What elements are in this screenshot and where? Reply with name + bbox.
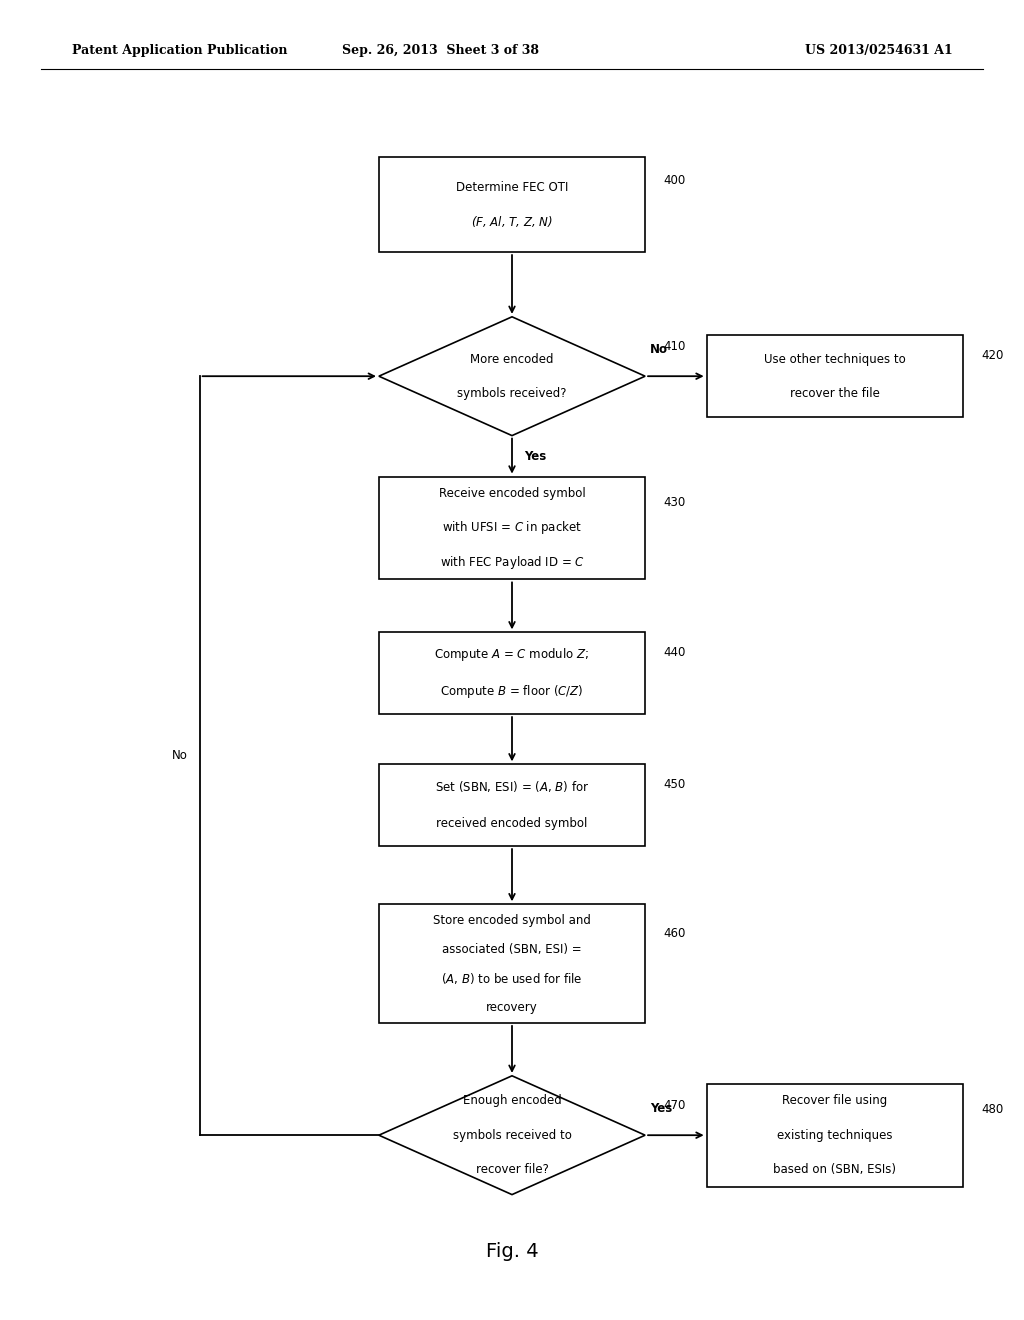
Text: ($F$, $Al$, $T$, $Z$, $N$): ($F$, $Al$, $T$, $Z$, $N$) [471,214,553,230]
Text: Yes: Yes [650,1102,673,1115]
Text: Determine FEC OTI: Determine FEC OTI [456,181,568,194]
Text: 480: 480 [981,1104,1004,1115]
Text: 470: 470 [664,1100,686,1111]
Text: 420: 420 [981,350,1004,362]
Text: recover the file: recover the file [790,387,880,400]
FancyBboxPatch shape [707,1084,963,1187]
Polygon shape [379,317,645,436]
Text: No: No [650,343,669,356]
Text: associated (SBN, ESI) =: associated (SBN, ESI) = [442,942,582,956]
Text: Store encoded symbol and: Store encoded symbol and [433,913,591,927]
FancyBboxPatch shape [379,904,645,1023]
Text: ($A$, $B$) to be used for file: ($A$, $B$) to be used for file [441,970,583,986]
Text: recover file?: recover file? [475,1163,549,1176]
Text: existing techniques: existing techniques [777,1129,892,1142]
Text: Fig. 4: Fig. 4 [485,1242,539,1261]
Polygon shape [379,1076,645,1195]
Text: recovery: recovery [486,1001,538,1014]
Text: symbols received to: symbols received to [453,1129,571,1142]
Text: Enough encoded: Enough encoded [463,1094,561,1107]
Text: symbols received?: symbols received? [458,387,566,400]
FancyBboxPatch shape [379,764,645,846]
Text: 440: 440 [664,647,686,659]
Text: Compute $B$ = floor ($C$/$Z$): Compute $B$ = floor ($C$/$Z$) [440,684,584,700]
Text: 400: 400 [664,174,686,187]
Text: Set (SBN, ESI) = ($A$, $B$) for: Set (SBN, ESI) = ($A$, $B$) for [435,779,589,795]
Text: No: No [171,750,187,762]
FancyBboxPatch shape [379,477,645,579]
Text: US 2013/0254631 A1: US 2013/0254631 A1 [805,44,952,57]
FancyBboxPatch shape [379,632,645,714]
Text: Use other techniques to: Use other techniques to [764,352,905,366]
Text: based on (SBN, ESIs): based on (SBN, ESIs) [773,1163,896,1176]
Text: Compute $A$ = $C$ modulo $Z$;: Compute $A$ = $C$ modulo $Z$; [434,647,590,663]
Text: Patent Application Publication: Patent Application Publication [72,44,287,57]
Text: with UFSI = $C$ in packet: with UFSI = $C$ in packet [442,520,582,536]
Text: More encoded: More encoded [470,352,554,366]
Text: 410: 410 [664,341,686,352]
Text: 430: 430 [664,496,686,508]
Text: with FEC Payload ID = $C$: with FEC Payload ID = $C$ [439,554,585,570]
FancyBboxPatch shape [379,157,645,252]
Text: 460: 460 [664,928,686,940]
Text: 450: 450 [664,779,686,791]
Text: received encoded symbol: received encoded symbol [436,817,588,830]
Text: Sep. 26, 2013  Sheet 3 of 38: Sep. 26, 2013 Sheet 3 of 38 [342,44,539,57]
Text: Receive encoded symbol: Receive encoded symbol [438,487,586,500]
Text: Yes: Yes [524,450,547,462]
Text: Recover file using: Recover file using [782,1094,887,1107]
FancyBboxPatch shape [707,335,963,417]
